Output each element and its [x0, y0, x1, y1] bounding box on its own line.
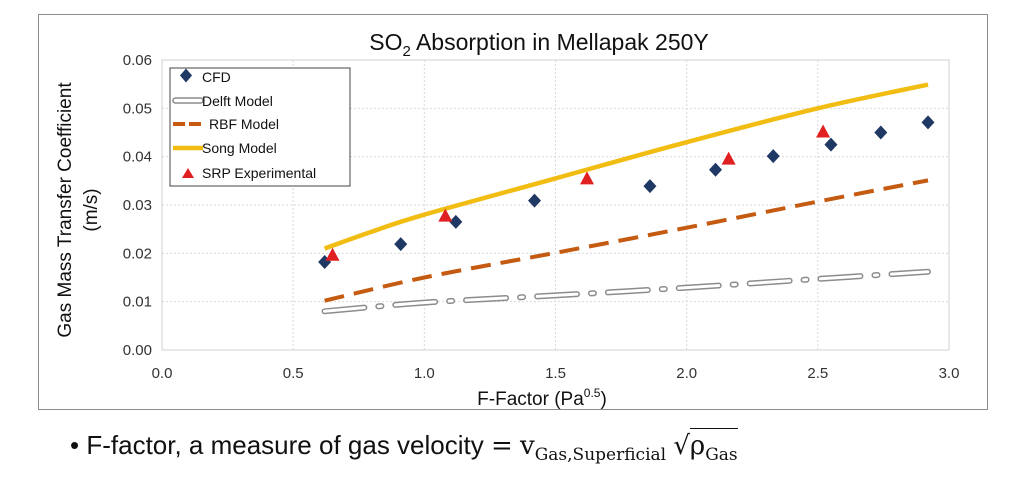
y-axis-label-line2: (m/s)	[81, 188, 102, 231]
chart-title-sub: 2	[402, 43, 410, 60]
x-axis-label-end: )	[600, 389, 606, 409]
y-tick-label: 0.05	[123, 100, 152, 117]
legend-label-srp: SRP Experimental	[202, 165, 316, 181]
x-tick-label: 2.5	[807, 365, 828, 382]
legend-item-rbf: RBF Model	[173, 116, 279, 132]
legend-item-srp: SRP Experimental	[182, 165, 316, 181]
y-axis-label: Gas Mass Transfer Coefficient (m/s)	[55, 82, 102, 338]
point-cfd	[766, 149, 780, 164]
point-cfd	[824, 137, 838, 152]
point-srp-experimental	[816, 124, 831, 138]
legend-box	[169, 67, 351, 187]
footnote-var-sub: Gas,Superficial	[534, 445, 667, 465]
x-tick-label: 2.0	[676, 365, 697, 382]
sqrt-symbol: √	[673, 431, 690, 461]
footnote-root-sub: Gas	[705, 445, 738, 465]
y-tick-label: 0.04	[123, 149, 152, 166]
y-axis-label-line1: Gas Mass Transfer Coefficient	[55, 82, 76, 338]
point-srp-experimental	[721, 151, 736, 165]
legend-label-rbf: RBF Model	[209, 116, 279, 132]
chart-title-main: SO	[369, 29, 402, 55]
legend-label-delft: Delft Model	[202, 93, 273, 109]
point-cfd	[709, 162, 723, 177]
point-cfd	[449, 214, 463, 229]
x-tick-label: 1.0	[414, 365, 435, 382]
chart-svg: SO2 Absorption in Mellapak 250Y 0.0 0.5 1.…	[55, 29, 960, 409]
point-cfd	[874, 125, 888, 140]
legend: CFD Delft Model RBF Model Song Model SRP…	[169, 67, 351, 187]
legend-label-cfd: CFD	[202, 69, 231, 85]
y-tick-label: 0.00	[123, 342, 152, 359]
point-srp-experimental	[325, 247, 340, 261]
point-srp-experimental	[579, 171, 594, 185]
x-tick-label: 3.0	[939, 365, 960, 382]
plot-area-border	[161, 59, 950, 351]
chart-title-rest: Absorption in Mellapak 250Y	[411, 29, 709, 55]
point-cfd	[394, 237, 408, 252]
y-tick-label: 0.03	[123, 197, 152, 214]
legend-item-cfd: CFD	[180, 68, 231, 85]
y-tick-label: 0.02	[123, 245, 152, 262]
x-tick-label: 0.0	[152, 365, 173, 382]
y-tick-label: 0.01	[123, 294, 152, 311]
point-srp-experimental	[438, 208, 453, 222]
legend-swatch-srp	[182, 168, 194, 178]
footnote: • F-factor, a measure of gas velocity = …	[70, 428, 738, 465]
legend-label-song: Song Model	[202, 140, 277, 156]
legend-swatch-cfd	[180, 68, 192, 83]
series-layer	[318, 82, 935, 315]
y-tick-label: 0.06	[123, 52, 152, 69]
series-line-song-model	[323, 82, 929, 251]
axis-layer: 0.0 0.5 1.0 1.5 2.0 2.5 3.0 0.00 0.01 0.02 0.03 0.0…	[123, 52, 960, 382]
chart-title: SO2 Absorption in Mellapak 250Y	[369, 29, 709, 60]
x-axis-label: F-Factor (Pa0.5)	[477, 386, 607, 409]
series-line-rbf-model	[324, 178, 929, 303]
footnote-text: F-factor, a measure of gas velocity	[86, 430, 484, 460]
point-cfd	[921, 115, 935, 130]
point-cfd	[528, 193, 542, 208]
x-tick-label: 0.5	[283, 365, 304, 382]
legend-item-song: Song Model	[173, 140, 277, 156]
x-axis-label-main: F-Factor (Pa	[477, 389, 584, 409]
series-line-delft-model-inner	[323, 270, 930, 313]
footnote-var: v	[520, 431, 535, 461]
footnote-equals: =	[490, 431, 513, 461]
legend-item-delft: Delft Model	[172, 93, 273, 109]
footnote-root-var: ρ	[689, 431, 706, 461]
x-tick-label: 1.5	[545, 365, 566, 382]
point-cfd	[643, 179, 657, 194]
chart-frame: SO2 Absorption in Mellapak 250Y 0.0 0.5 1.…	[38, 14, 988, 410]
footnote-bullet: •	[70, 430, 80, 460]
legend-swatch-delft	[172, 97, 204, 104]
x-axis-label-sup: 0.5	[584, 386, 601, 400]
sqrt-body: ρGas	[689, 428, 738, 465]
